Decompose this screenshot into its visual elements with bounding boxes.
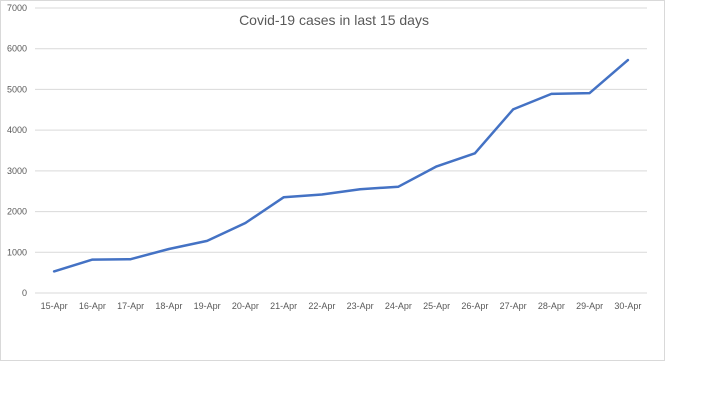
y-tick-label: 4000 — [7, 125, 27, 135]
data-point — [244, 221, 247, 224]
x-tick-label: 27-Apr — [500, 301, 527, 311]
x-tick-label: 21-Apr — [270, 301, 297, 311]
data-point — [320, 193, 323, 196]
x-tick-label: 25-Apr — [423, 301, 450, 311]
series-line — [52, 58, 630, 273]
x-tick-label: 18-Apr — [155, 301, 182, 311]
x-tick-label: 19-Apr — [194, 301, 221, 311]
y-axis-ticks: 0 1000 2000 3000 4000 5000 6000 7000 — [7, 3, 27, 298]
x-tick-label: 16-Apr — [79, 301, 106, 311]
x-tick-label: 30-Apr — [614, 301, 641, 311]
data-point — [397, 185, 400, 188]
data-point — [167, 248, 170, 251]
y-tick-label: 1000 — [7, 247, 27, 257]
data-point — [626, 59, 629, 62]
y-tick-label: 2000 — [7, 207, 27, 217]
gridlines — [35, 7, 647, 294]
y-tick-label: 6000 — [7, 44, 27, 54]
y-tick-label: 0 — [22, 288, 27, 298]
x-tick-label: 20-Apr — [232, 301, 259, 311]
data-point — [129, 258, 132, 261]
data-point — [206, 239, 209, 242]
x-tick-label: 26-Apr — [461, 301, 488, 311]
chart-title: Covid-19 cases in last 15 days — [239, 12, 429, 28]
x-tick-label: 15-Apr — [41, 301, 68, 311]
x-tick-label: 17-Apr — [117, 301, 144, 311]
series-layer — [52, 58, 630, 273]
x-tick-label: 28-Apr — [538, 301, 565, 311]
data-point — [282, 196, 285, 199]
line-chart: 0 1000 2000 3000 4000 5000 6000 7000 15-Apr 16-A… — [7, 3, 647, 311]
data-point — [91, 258, 94, 261]
chart-frame: 0 1000 2000 3000 4000 5000 6000 7000 15-Apr 16-A… — [0, 0, 665, 361]
x-tick-label: 23-Apr — [347, 301, 374, 311]
x-tick-label: 22-Apr — [308, 301, 335, 311]
data-point — [588, 92, 591, 95]
x-axis-ticks: 15-Apr 16-Apr 17-Apr 18-Apr 19-Apr 20-Apr 21-A… — [41, 301, 642, 311]
data-point — [512, 108, 515, 111]
x-tick-label: 24-Apr — [385, 301, 412, 311]
x-tick-label: 29-Apr — [576, 301, 603, 311]
data-point — [473, 152, 476, 155]
data-point — [435, 165, 438, 168]
y-tick-label: 7000 — [7, 3, 27, 13]
data-point — [359, 188, 362, 191]
data-point — [53, 270, 56, 273]
data-point — [550, 92, 553, 95]
y-tick-label: 5000 — [7, 84, 27, 94]
y-tick-label: 3000 — [7, 166, 27, 176]
